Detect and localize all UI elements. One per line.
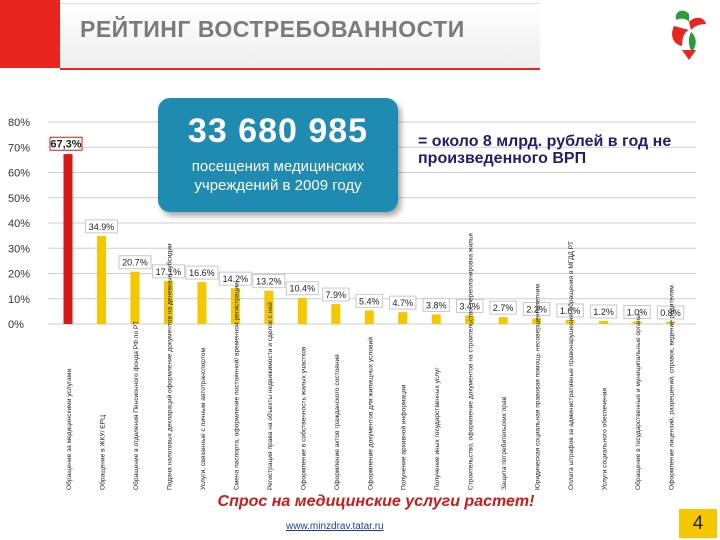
svg-text:2.7%: 2.7% [493,303,514,313]
data-label: 0.8% [656,305,685,320]
footer-url-link[interactable]: www.minzdrav.tatar.ru [286,521,384,532]
equivalent-text: = около 8 млрд. рублей в год не произвед… [418,133,672,167]
svg-text:34.9%: 34.9% [89,222,115,232]
svg-text:17.1%: 17.1% [156,267,182,277]
category-label: Подача налоговых деклараций оформление д… [165,243,173,490]
svg-text:67,3%: 67,3% [50,138,81,150]
footer-tagline: Спрос на медицинские услуги растет! [217,493,535,510]
data-label: 10.4% [285,281,319,296]
bar [197,282,207,324]
page-number: 4 [679,509,717,538]
svg-text:7.9%: 7.9% [326,290,347,300]
bar [532,318,542,324]
data-label: 20.7% [118,255,152,270]
category-label: Оплата штрафов за административные право… [567,241,575,490]
category-label: Обращение в государственные и муниципаль… [634,314,642,490]
svg-text:1.6%: 1.6% [560,306,581,316]
data-label: 1.2% [589,304,618,319]
header-bar [60,3,540,68]
header-underline [60,68,540,70]
y-tick-label: 10% [8,294,30,306]
category-label: Строительство, оформление документов на … [468,233,475,490]
data-label: 13.2% [252,274,286,289]
y-tick-label: 20% [8,269,30,281]
y-tick-label: 80% [8,117,30,129]
bar [230,288,240,324]
bar [431,314,441,324]
header-red-block [0,0,60,68]
svg-text:13.2%: 13.2% [256,277,282,287]
data-label: 14.2% [218,271,252,286]
data-label: 17.1% [151,264,185,279]
bar [163,280,173,324]
bar [130,271,140,324]
data-label: 34.9% [84,219,118,234]
data-label: 1.6% [556,303,584,318]
category-label: Защита потребительских прав [500,396,508,490]
category-label: Обращение за медицинскими услугами [65,369,73,490]
y-tick-label: 50% [8,193,30,205]
bar [498,317,508,324]
category-label: Услуги социального обеспечения [601,388,609,490]
y-tick-label: 60% [8,168,30,180]
svg-text:2.2%: 2.2% [526,304,547,314]
category-label: Юридическая социальная правовая помощь н… [535,284,542,490]
svg-text:0.8%: 0.8% [660,308,681,318]
svg-text:14.2%: 14.2% [223,274,249,284]
svg-text:1.0%: 1.0% [627,307,648,317]
logo-icon [672,10,706,60]
svg-text:3.8%: 3.8% [426,300,447,310]
y-tick-label: 70% [8,142,30,154]
bar [63,154,73,324]
bar [632,321,642,324]
bar [364,310,374,324]
svg-text:20.7%: 20.7% [122,258,148,268]
svg-text:3.4%: 3.4% [459,301,480,311]
category-label: Услуги, связанные с личным автотранспорт… [200,348,207,490]
data-label: 2.2% [522,301,551,316]
y-tick-label: 40% [8,218,30,230]
category-label: Оформление документов для жилищных услов… [366,337,374,490]
data-label: 3.4% [455,298,484,313]
category-label: Смена паспорта, оформление постоянной/ в… [232,282,240,490]
bar [96,235,106,324]
category-label: Получение иных государственных услуг [434,367,441,490]
data-label: 7.9% [322,287,350,302]
page-title: РЕЙТИНГ ВОСТРЕБОВАННОСТИ [80,16,465,42]
bar [465,315,475,324]
bar [565,319,575,324]
y-tick-label: 30% [8,243,30,255]
svg-text:4.7%: 4.7% [392,298,413,308]
data-label: 2.7% [489,300,517,315]
category-label: Получение архивной информации [400,384,408,490]
data-label: 4.7% [389,295,417,310]
category-label: Регистрация права на объекты недвижимост… [266,302,274,490]
bar [264,290,274,324]
svg-text:16.6%: 16.6% [189,268,215,278]
data-label: 3.8% [422,297,450,312]
category-label: Оформление актов гражданского состояния [334,354,341,490]
y-tick-label: 0% [8,319,24,331]
svg-text:10.4%: 10.4% [290,284,316,294]
bar [398,312,408,324]
callout-box: 33 680 985 посещения медицинских учрежде… [158,98,398,212]
bar [599,320,609,324]
bar-chart: 0% 10% 20% 30% 40% 50% 60% 70% 80% 67,3% 34.9% 20.… [8,117,696,490]
bar [297,297,307,324]
category-label: Оформление лицензий, разрешений, справок… [668,285,676,490]
category-label: Оформление в собственность жилых участко… [299,346,307,490]
data-label: 5.4% [355,293,383,308]
data-label: 1.0% [623,304,651,319]
category-label: Обращение в ЖКУ/ ЕРЦ [98,415,106,490]
bar [331,304,341,324]
data-label: 16.6% [185,265,219,280]
category-label: Обращение в отделения Пенсионного фонда … [132,321,140,490]
svg-text:5.4%: 5.4% [359,296,380,306]
bar [666,321,676,324]
callout-number: 33 680 985 [187,112,369,150]
data-label: 67,3% [49,136,83,151]
callout-caption: посещения медицинских учреждений в 2009 … [191,158,365,194]
svg-text:1.2%: 1.2% [593,307,614,317]
